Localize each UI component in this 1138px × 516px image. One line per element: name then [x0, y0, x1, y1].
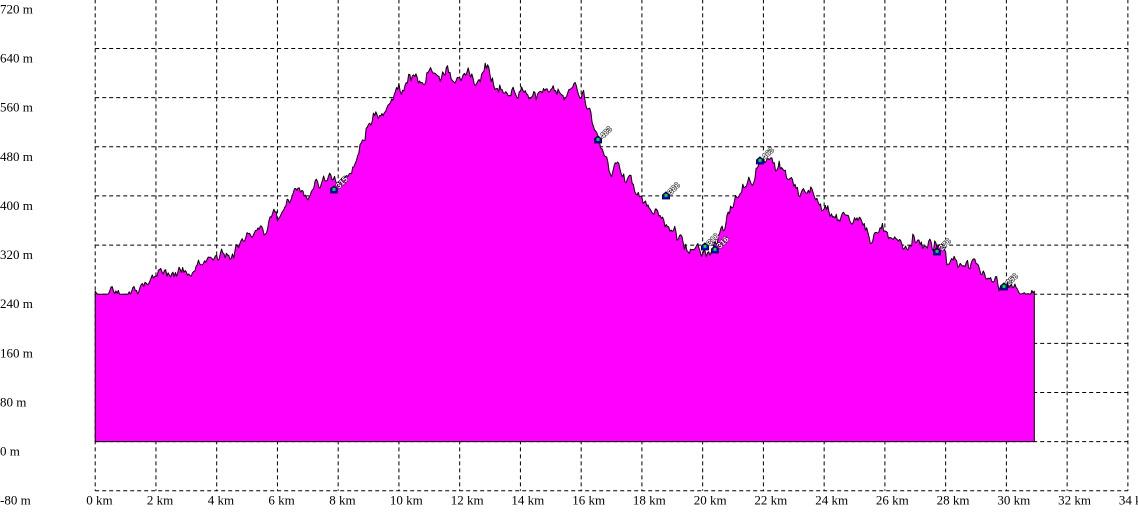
svg-text:480 m: 480 m [0, 149, 33, 164]
svg-text:240 m: 240 m [0, 296, 33, 311]
svg-text:24 km: 24 km [815, 493, 848, 508]
svg-text:16 km: 16 km [572, 493, 605, 508]
svg-text:0 km: 0 km [86, 493, 112, 508]
svg-text:80 m: 80 m [0, 395, 26, 410]
svg-text:32 km: 32 km [1058, 493, 1091, 508]
svg-text:400 m: 400 m [0, 198, 33, 213]
svg-text:2 km: 2 km [147, 493, 173, 508]
svg-text:14 km: 14 km [511, 493, 544, 508]
svg-text:463: 463 [760, 145, 776, 161]
svg-text:315: 315 [334, 174, 350, 190]
svg-text:8 km: 8 km [329, 493, 355, 508]
svg-text:6 km: 6 km [268, 493, 294, 508]
svg-text:28 km: 28 km [937, 493, 970, 508]
svg-text:388: 388 [666, 180, 682, 196]
svg-text:22 km: 22 km [754, 493, 787, 508]
svg-text:720 m: 720 m [0, 1, 33, 16]
svg-text:483: 483 [598, 124, 614, 140]
svg-text:10 km: 10 km [390, 493, 423, 508]
svg-text:18 km: 18 km [633, 493, 666, 508]
svg-text:34 km: 34 km [1119, 493, 1138, 508]
svg-text:0 m: 0 m [0, 444, 20, 459]
svg-text:-80 m: -80 m [0, 493, 31, 508]
svg-text:26 km: 26 km [876, 493, 909, 508]
svg-text:278: 278 [937, 236, 953, 252]
svg-text:20 km: 20 km [694, 493, 727, 508]
svg-text:320 m: 320 m [0, 247, 33, 262]
svg-text:258: 258 [1004, 271, 1020, 287]
svg-text:12 km: 12 km [451, 493, 484, 508]
svg-text:4 km: 4 km [208, 493, 234, 508]
svg-text:640 m: 640 m [0, 51, 33, 66]
svg-text:560 m: 560 m [0, 100, 33, 115]
svg-text:30 km: 30 km [997, 493, 1030, 508]
svg-text:160 m: 160 m [0, 345, 33, 360]
